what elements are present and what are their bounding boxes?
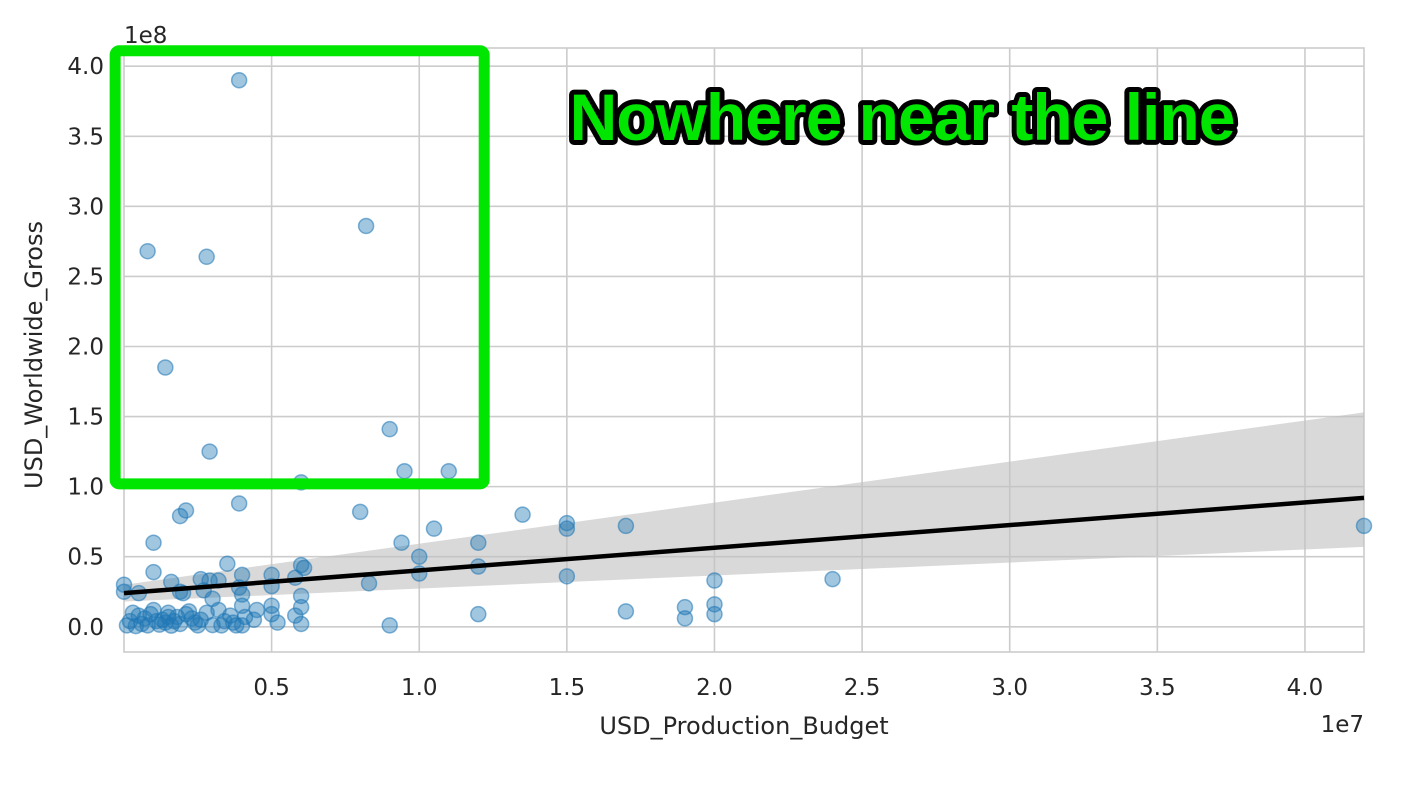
scatter-point (676, 598, 694, 616)
scatter-point (470, 534, 487, 551)
scatter-point (425, 520, 443, 537)
x-tick-label: 0.5 (253, 675, 290, 701)
scatter-point (381, 420, 398, 438)
scatter-point (286, 607, 304, 624)
scatter-point (230, 495, 248, 512)
scatter-point (514, 506, 531, 523)
scatter-point (706, 572, 723, 589)
scatter-point (219, 555, 236, 572)
highlight-box-layer (109, 45, 490, 490)
scatter-point (393, 534, 410, 551)
scatter-point (263, 597, 280, 615)
scatter-point (357, 217, 375, 235)
y-tick-label: 4.0 (67, 54, 104, 80)
plot-frame (123, 47, 1365, 653)
scatter-point (558, 520, 576, 537)
scatter-point (410, 548, 428, 565)
scatter-point (171, 507, 189, 525)
x-tick-label: 1.5 (549, 675, 586, 701)
scatter-point (157, 359, 174, 376)
scatter-point (396, 462, 413, 480)
x-tick-label: 3.5 (1139, 675, 1176, 701)
x-tick-label: 2.5 (844, 675, 881, 701)
y-tick-label: 2.5 (67, 264, 104, 290)
y-offset-label: 1e8 (124, 23, 167, 49)
scatter-point (292, 615, 310, 633)
scatter-point (440, 462, 458, 480)
confidence-band-layer (124, 412, 1364, 602)
confidence-band (124, 412, 1364, 602)
y-tick-label: 1.0 (67, 475, 104, 501)
x-tick-label: 2.0 (696, 675, 733, 701)
scatter-point (139, 242, 156, 260)
scatter-point (230, 71, 248, 89)
scatter-point (617, 603, 635, 620)
scatter-point (233, 586, 251, 603)
x-tick-label: 3.0 (991, 675, 1028, 701)
x-tick-label: 1.0 (401, 675, 438, 701)
scatter-point (145, 563, 162, 581)
highlight-box (109, 45, 490, 490)
scatter-point (133, 615, 150, 633)
scatter-point (824, 570, 841, 588)
regression-line (123, 495, 1365, 596)
scatter-points (115, 71, 1373, 635)
scatter-point (224, 614, 242, 631)
x-tick-label: 4.0 (1287, 675, 1324, 701)
scatter-point (292, 587, 310, 605)
y-tick-label: 2.0 (67, 334, 104, 360)
y-tick-labels: 0.0 0.5 1.0 1.5 2.0 2.5 3.0 3.5 4.0 (67, 54, 104, 641)
y-tick-label: 0.5 (67, 545, 104, 571)
y-tick-label: 3.0 (67, 194, 104, 220)
scatter-point (269, 614, 286, 631)
scatter-point (263, 605, 280, 623)
scatter-point (186, 614, 204, 631)
scatter-point (351, 503, 369, 521)
annotation-text: Nowhere near the line (570, 80, 1235, 154)
scatter-point (617, 517, 635, 535)
y-tick-label: 0.0 (67, 615, 104, 641)
scatter-point (160, 608, 177, 626)
scatter-point (558, 514, 576, 532)
scatter-point (201, 443, 218, 460)
scatter-point (124, 604, 142, 622)
scatter-point (381, 617, 398, 634)
regression-line-layer (123, 495, 1365, 596)
scatter-point (145, 534, 162, 551)
scatter-point (676, 610, 694, 627)
y-tick-label: 3.5 (67, 124, 104, 150)
scatter-point (558, 568, 576, 585)
y-tick-label: 1.5 (67, 405, 104, 431)
scatter-point (198, 248, 215, 266)
scatter-point (292, 598, 310, 616)
x-offset-label: 1e7 (1321, 712, 1364, 738)
scatter-point (470, 605, 487, 623)
scatter-point (360, 575, 378, 592)
x-tick-labels: 0.5 1.0 1.5 2.0 2.5 3.0 3.5 4.0 (253, 675, 1323, 701)
x-axis-label: USD_Production_Budget (599, 712, 888, 740)
scatter-point (706, 605, 723, 623)
scatter-point (1355, 517, 1373, 535)
y-axis-label: USD_Worldwide_Gross (20, 221, 48, 489)
